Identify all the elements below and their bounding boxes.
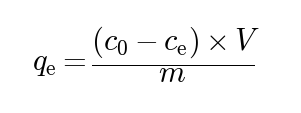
Text: $q_{\mathrm{e}} = \dfrac{(c_{0} - c_{\mathrm{e}}) \times V}{m}$: $q_{\mathrm{e}} = \dfrac{(c_{0} - c_{\ma… [32, 24, 260, 84]
